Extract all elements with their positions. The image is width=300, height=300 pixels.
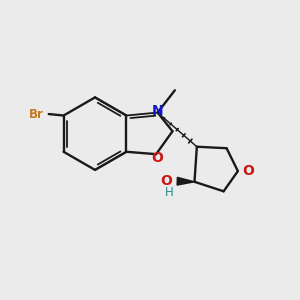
Text: N: N [152,104,164,118]
Text: O: O [242,164,254,178]
Text: Br: Br [29,107,44,121]
Text: O: O [160,174,172,188]
Polygon shape [177,177,194,185]
Text: O: O [151,151,163,165]
Text: H: H [165,186,174,199]
